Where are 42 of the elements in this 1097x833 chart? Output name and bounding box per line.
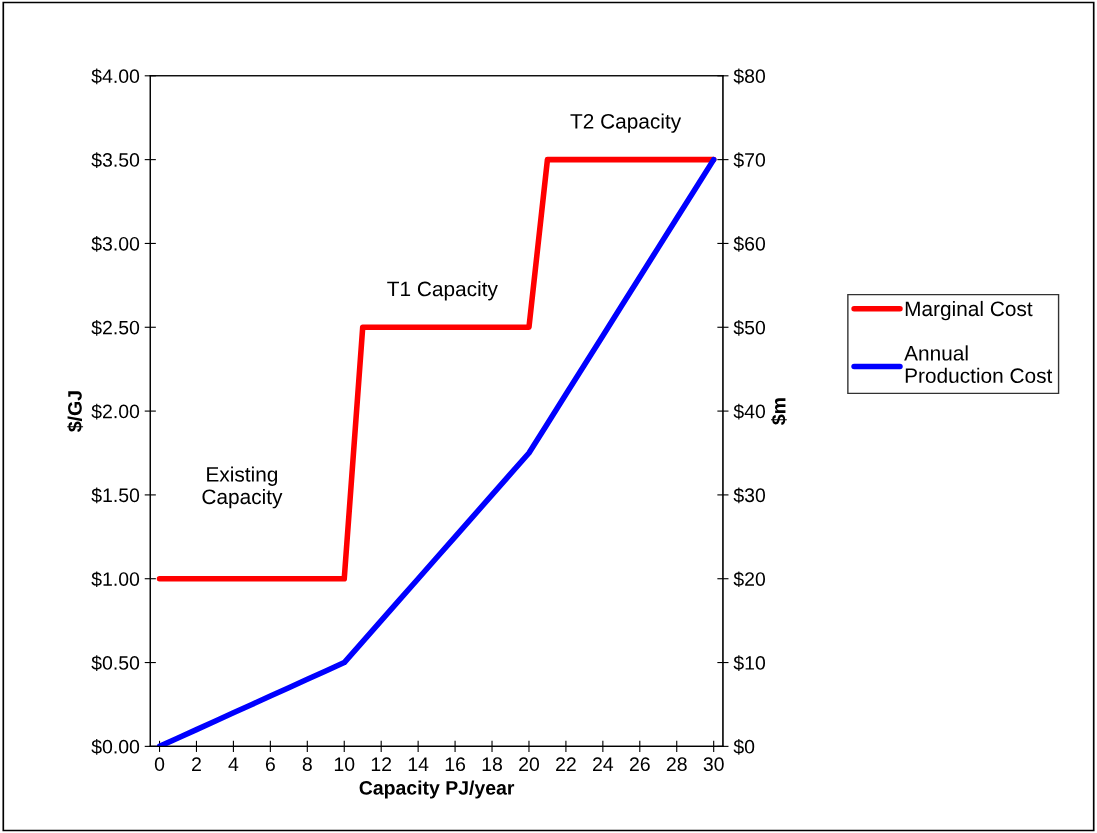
x-tick-label: 24 <box>593 757 614 771</box>
x-tick-label: 28 <box>666 757 687 772</box>
x-tick-label: 6 <box>265 757 275 772</box>
y2-tick-label: $30 <box>733 487 766 504</box>
y-tick-label: $4.00 <box>91 68 140 85</box>
x-tick-label: 14 <box>408 757 429 771</box>
y2-tick-label: $40 <box>733 403 766 420</box>
y2-tick-label: $60 <box>733 236 766 252</box>
x-tick-label: 18 <box>482 757 502 772</box>
x-tick-label: 2 <box>192 757 201 771</box>
y-tick-label: $1.50 <box>91 487 140 504</box>
y-tick-label: $2.50 <box>91 319 140 336</box>
y2-tick-label: $20 <box>733 571 766 588</box>
x-tick-label: 30 <box>703 757 724 772</box>
x-axis-title: Capacity PJ/year <box>359 780 515 799</box>
annotation: T2 Capacity <box>570 113 682 133</box>
annotation: T1 Capacity <box>387 281 498 301</box>
x-tick-label: 16 <box>445 757 466 772</box>
x-tick-label: 12 <box>371 757 392 771</box>
y2-tick-label: $10 <box>733 655 766 671</box>
y-tick-label: $0.50 <box>91 655 140 671</box>
y-tick-label: $3.50 <box>91 152 140 169</box>
y-tick-label: $3.00 <box>91 236 140 252</box>
y2-tick-label: $50 <box>733 319 766 336</box>
y2-tick-label: $70 <box>733 152 766 169</box>
legend-label: Annual Production Cost <box>904 345 1053 384</box>
y-tick-label: $2.00 <box>91 403 140 420</box>
legend-label: Marginal Cost <box>905 300 1033 321</box>
x-tick-label: 0 <box>154 757 165 772</box>
x-tick-label: 20 <box>519 757 540 772</box>
x-tick-label: 4 <box>228 757 239 771</box>
x-tick-label: 26 <box>629 757 650 772</box>
annotation: Existing Capacity <box>202 466 283 509</box>
x-tick-label: 22 <box>556 757 576 771</box>
y2-axis-title: $m <box>770 398 787 425</box>
x-tick-label: 8 <box>302 757 312 772</box>
y-axis-title: $/GJ <box>67 391 84 432</box>
y2-tick-label: $80 <box>733 68 766 85</box>
y2-tick-label: $0 <box>733 739 755 755</box>
x-tick-label: 10 <box>334 757 355 772</box>
y-tick-label: $0.00 <box>91 739 140 755</box>
y-tick-label: $1.00 <box>91 571 140 588</box>
